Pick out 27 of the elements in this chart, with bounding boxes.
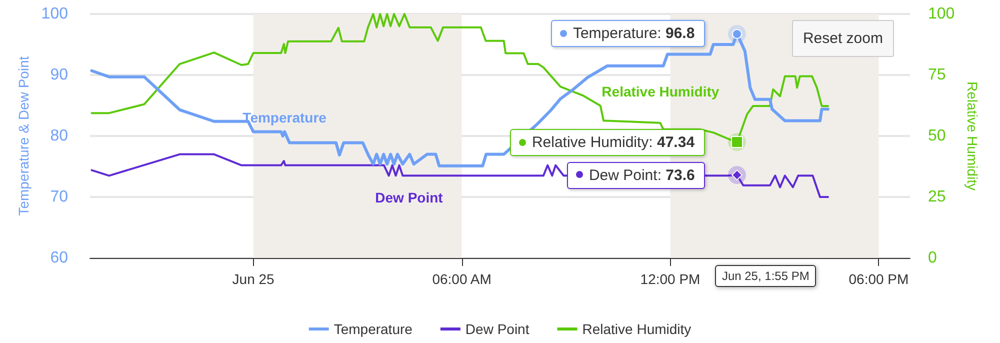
y-tick-label: 80 (50, 128, 68, 144)
y-axis-title: Temperature & Dew Point (15, 56, 32, 216)
x-tick-label: 12:00 PM (640, 271, 700, 287)
annotation: Relative Humidity: 47.34 (532, 134, 695, 151)
y-tick-label: 100 (41, 6, 68, 22)
legend-label: Dew Point (465, 321, 530, 337)
legend-label: Relative Humidity (582, 321, 692, 337)
x-tick-label: 06:00 PM (848, 271, 909, 287)
y2-tick-label: 75 (928, 66, 946, 84)
annotation: Dew Point: 73.6 (588, 166, 695, 184)
x-tick-label: 06:00 AM (432, 271, 492, 287)
y2-tick-label: 25 (928, 188, 946, 206)
annotation: Reset zoom (792, 20, 894, 57)
y2-axis-title: Relative Humidity (964, 82, 981, 190)
y-tick-label: 70 (50, 188, 68, 206)
y2-tick-label: 50 (928, 128, 946, 144)
y2-tick-label: 0 (928, 250, 937, 266)
legend-label: Temperature (334, 321, 413, 337)
text: Jun 25, 1:55 PM (714, 265, 816, 287)
y-tick-label: 60 (50, 250, 68, 266)
y2-tick-label: 100 (928, 6, 955, 22)
text: Relative Humidity (602, 84, 720, 100)
text: Dew Point (375, 190, 443, 206)
annotation: Temperature: 96.8 (572, 25, 695, 42)
y-tick-label: 90 (50, 66, 68, 84)
x-tick-label: Jun 25 (232, 271, 275, 287)
text: Temperature (242, 110, 326, 126)
